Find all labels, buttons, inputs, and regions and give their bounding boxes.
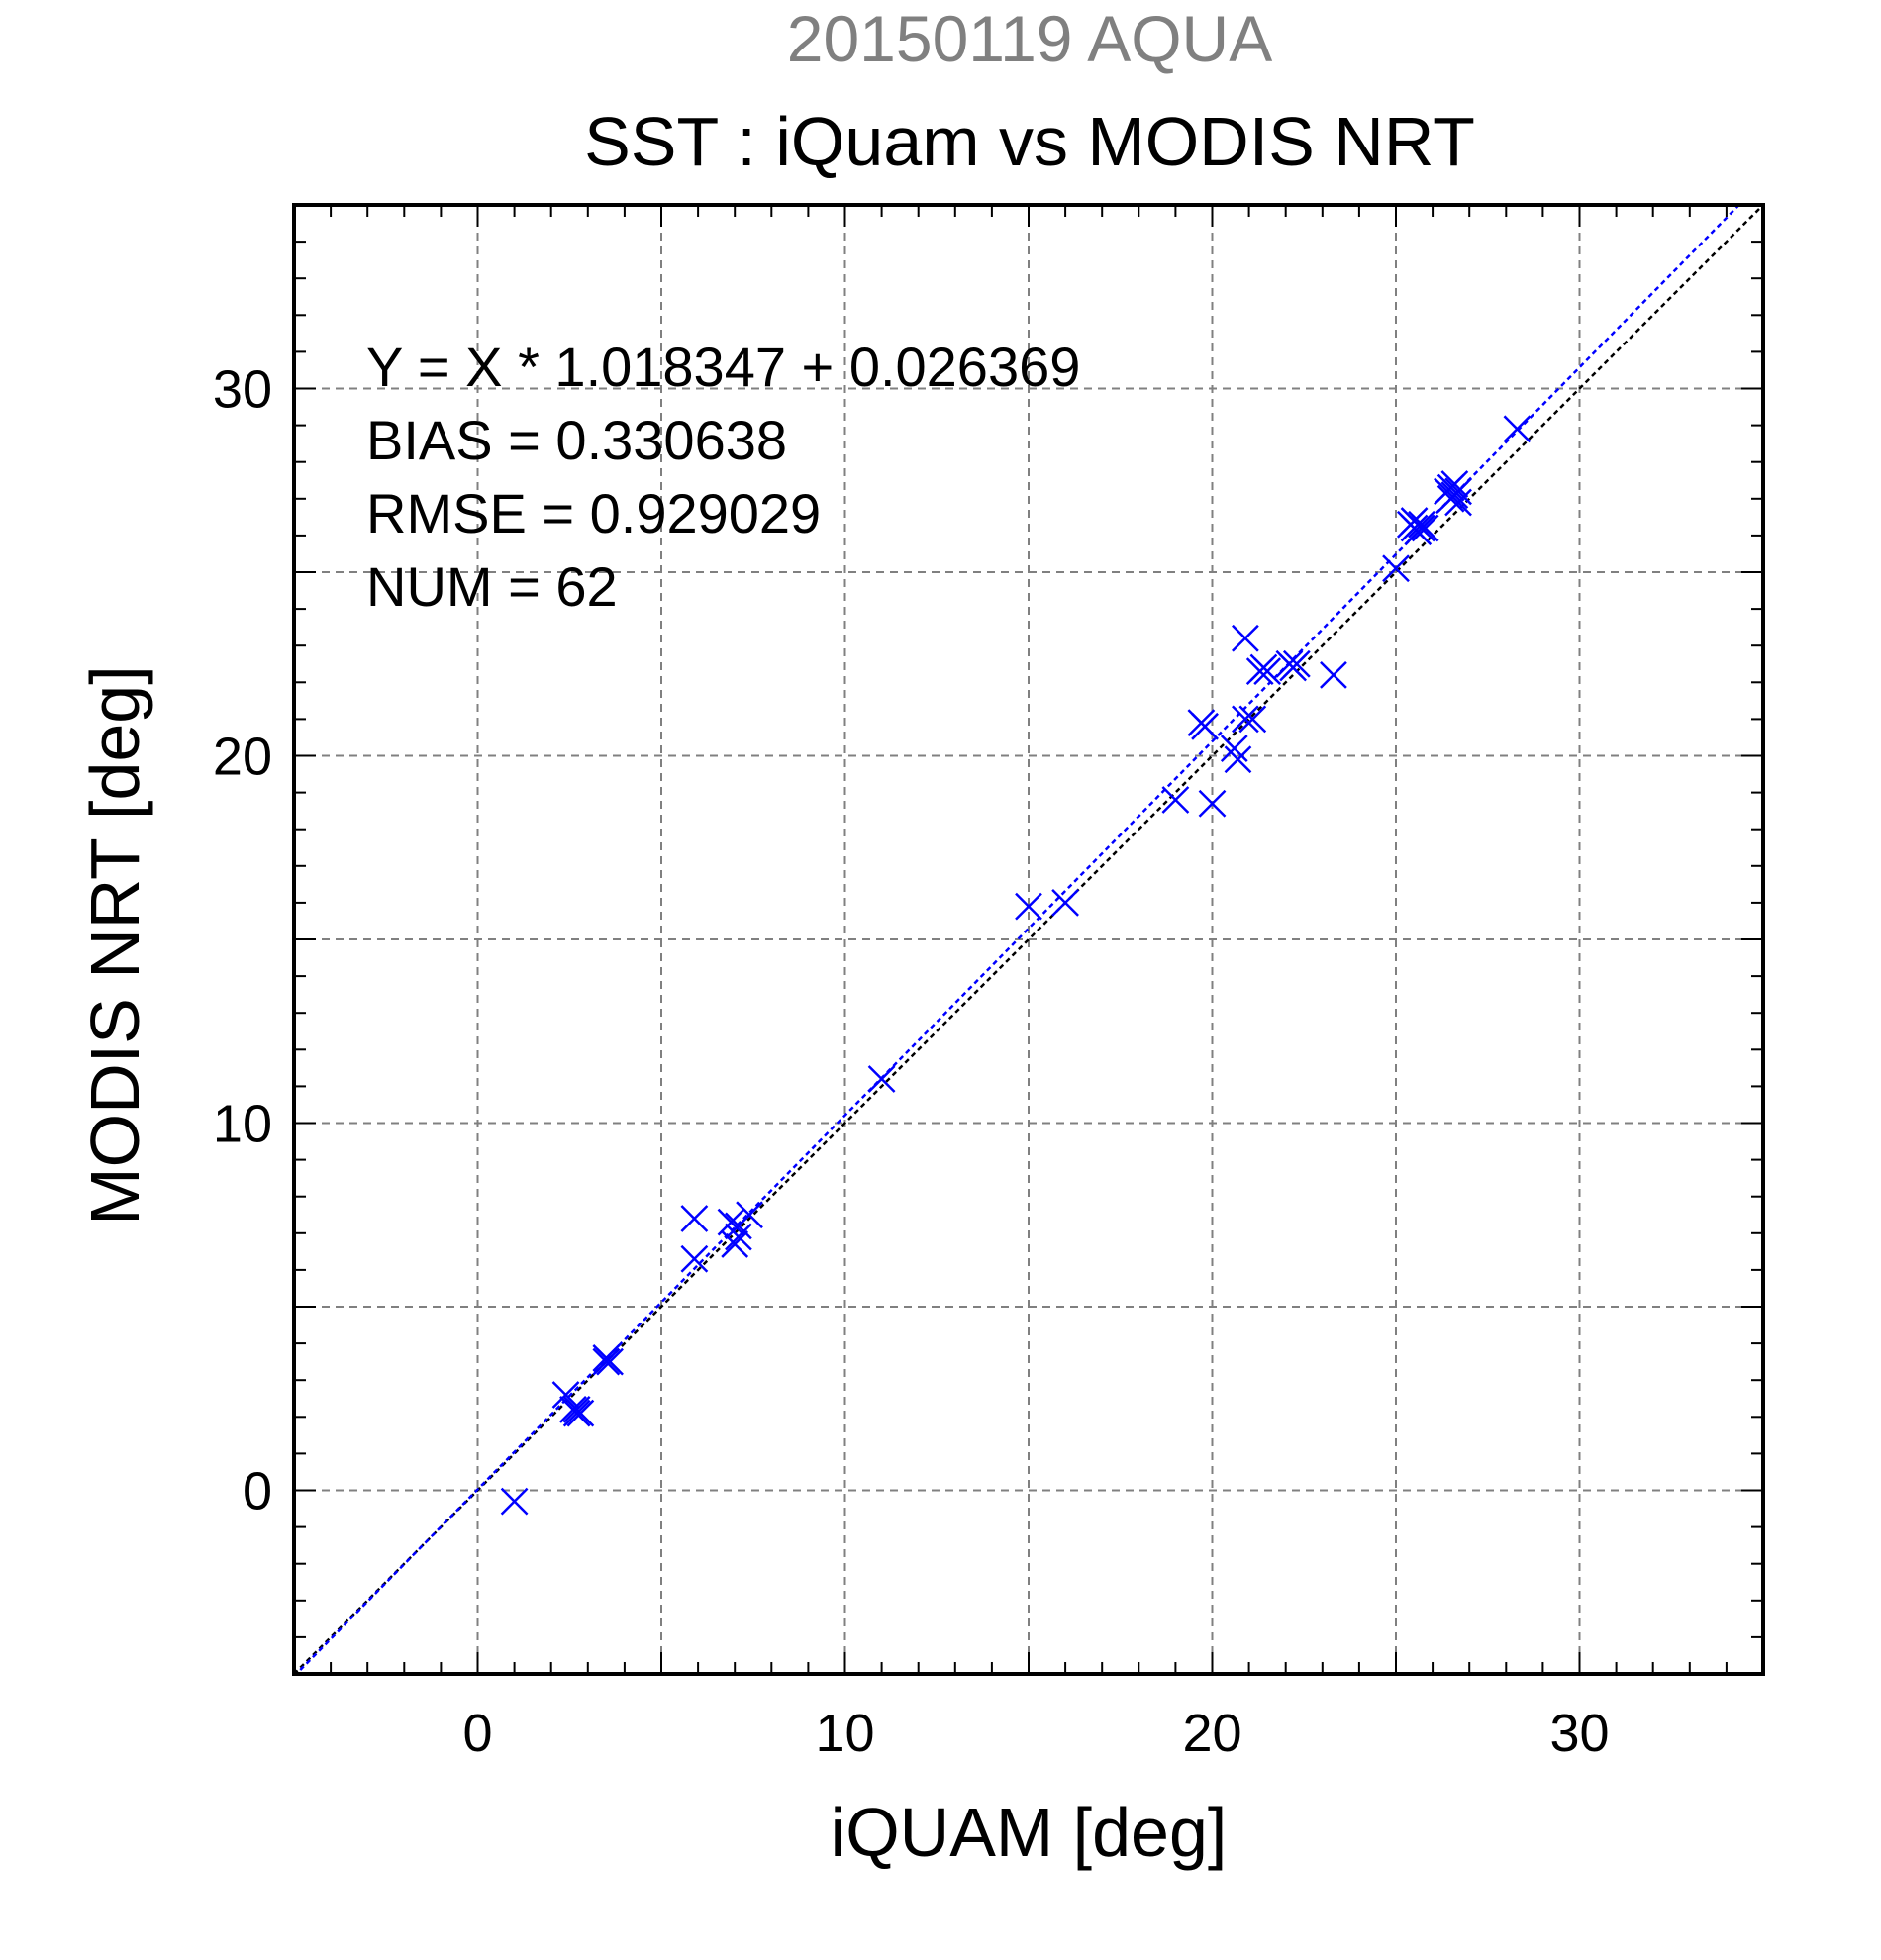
data-point bbox=[562, 1399, 591, 1427]
chart-title: SST : iQuam vs MODIS NRT bbox=[584, 103, 1475, 180]
data-point bbox=[1320, 660, 1347, 689]
data-point-stroke bbox=[1320, 660, 1347, 689]
data-point bbox=[736, 1201, 763, 1229]
data-point bbox=[1282, 649, 1311, 678]
data-point bbox=[721, 1230, 749, 1258]
data-point-stroke bbox=[680, 1244, 709, 1273]
data-point-stroke bbox=[1253, 657, 1282, 686]
data-point bbox=[867, 1065, 896, 1093]
data-point-stroke bbox=[566, 1399, 595, 1427]
data-point-stroke bbox=[1198, 789, 1227, 818]
axes: 0 10 20 30 0 10 20 30 bbox=[213, 204, 1764, 1763]
data-point bbox=[680, 1205, 709, 1232]
plot-frame bbox=[292, 203, 1765, 1676]
data-point-stroke bbox=[1015, 892, 1042, 921]
identity-line bbox=[294, 205, 1763, 1674]
data-point-stroke bbox=[1444, 488, 1472, 517]
data-point bbox=[566, 1399, 595, 1427]
x-tick-label: 30 bbox=[1549, 1704, 1609, 1763]
data-point bbox=[1440, 470, 1469, 498]
data-point-stroke bbox=[1440, 470, 1469, 498]
x-tick-label: 0 bbox=[462, 1704, 492, 1763]
data-points bbox=[500, 415, 1532, 1516]
data-point bbox=[1015, 892, 1042, 921]
rmse-stat: RMSE = 0.929029 bbox=[366, 482, 821, 544]
y-tick-label: 10 bbox=[213, 1095, 272, 1154]
data-point-stroke bbox=[500, 1487, 529, 1516]
data-point bbox=[1411, 514, 1439, 542]
stats-annotation: Y = X * 1.018347 + 0.026369 BIAS = 0.330… bbox=[366, 336, 1080, 618]
data-point-stroke bbox=[1408, 514, 1436, 542]
data-point bbox=[1224, 745, 1252, 774]
data-point-stroke bbox=[1444, 477, 1472, 506]
data-point-stroke bbox=[680, 1205, 709, 1232]
data-point bbox=[592, 1347, 621, 1376]
data-point bbox=[1051, 889, 1079, 917]
y-axis-label: MODIS NRT [deg] bbox=[76, 665, 153, 1225]
data-point bbox=[1198, 789, 1227, 818]
data-point bbox=[680, 1244, 709, 1273]
data-point-stroke bbox=[1191, 712, 1219, 740]
y-tick-label: 30 bbox=[213, 360, 272, 420]
data-point bbox=[1220, 735, 1248, 762]
data-point-stroke bbox=[1238, 705, 1267, 734]
data-point-stroke bbox=[1232, 624, 1259, 652]
data-point-stroke bbox=[1232, 705, 1259, 734]
fit-equation: Y = X * 1.018347 + 0.026369 bbox=[366, 336, 1080, 398]
data-point-stroke bbox=[1382, 554, 1410, 583]
x-tick-label: 20 bbox=[1182, 1704, 1241, 1763]
data-point-stroke bbox=[592, 1347, 621, 1376]
data-point bbox=[500, 1487, 529, 1516]
bias-stat: BIAS = 0.330638 bbox=[366, 409, 787, 471]
data-point bbox=[1232, 624, 1259, 652]
data-point-stroke bbox=[1051, 889, 1079, 917]
data-point bbox=[1232, 705, 1259, 734]
data-point bbox=[1191, 712, 1219, 740]
data-point-stroke bbox=[867, 1065, 896, 1093]
data-point bbox=[1444, 477, 1472, 506]
data-point bbox=[1238, 705, 1267, 734]
data-point bbox=[1382, 554, 1410, 583]
data-point bbox=[1408, 514, 1436, 542]
data-point-stroke bbox=[1224, 745, 1252, 774]
data-point bbox=[1161, 786, 1190, 814]
data-point bbox=[1253, 657, 1282, 686]
data-point bbox=[1503, 415, 1532, 443]
data-point bbox=[551, 1381, 580, 1409]
data-point bbox=[596, 1347, 624, 1376]
grid bbox=[294, 205, 1763, 1674]
data-point-stroke bbox=[562, 1399, 591, 1427]
data-point-stroke bbox=[551, 1381, 580, 1409]
x-tick-label: 10 bbox=[815, 1704, 874, 1763]
data-point-stroke bbox=[1503, 415, 1532, 443]
data-point-stroke bbox=[1282, 649, 1311, 678]
data-point-stroke bbox=[596, 1347, 624, 1376]
data-point-stroke bbox=[1161, 786, 1190, 814]
data-point bbox=[725, 1223, 752, 1251]
num-stat: NUM = 62 bbox=[366, 555, 618, 618]
data-point-stroke bbox=[1220, 735, 1248, 762]
data-point-stroke bbox=[725, 1223, 752, 1251]
y-tick-label: 20 bbox=[213, 728, 272, 787]
data-point-stroke bbox=[736, 1201, 763, 1229]
y-tick-label: 0 bbox=[243, 1462, 272, 1521]
x-axis-label: iQUAM [deg] bbox=[831, 1794, 1228, 1871]
data-point-stroke bbox=[721, 1230, 749, 1258]
data-point bbox=[1444, 488, 1472, 517]
chart-supertitle: 20150119 AQUA bbox=[787, 2, 1273, 75]
data-point-stroke bbox=[1411, 514, 1439, 542]
